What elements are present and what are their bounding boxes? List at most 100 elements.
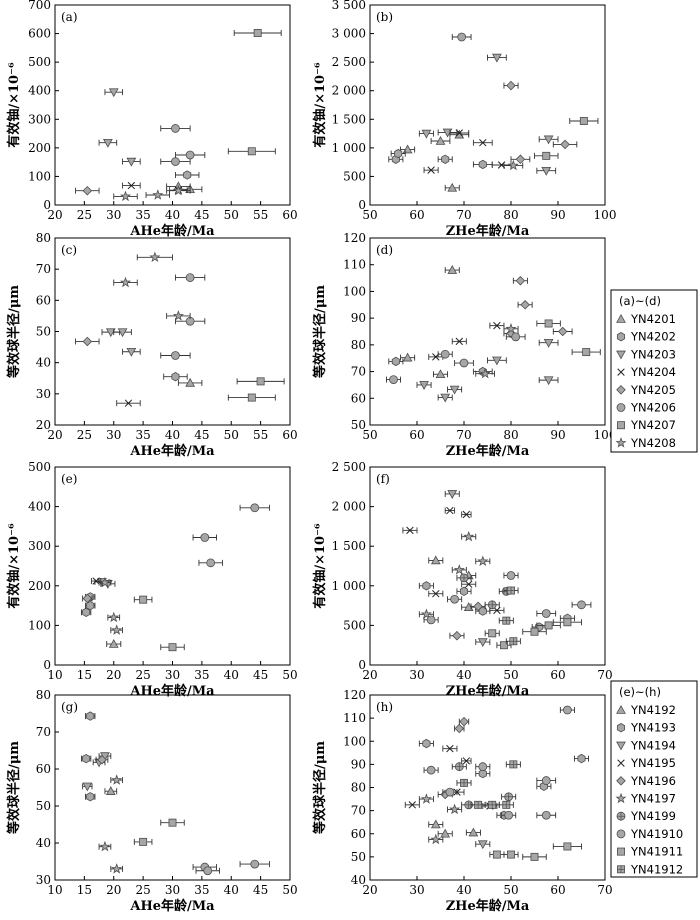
- y-tick-label: 2 500: [332, 55, 366, 69]
- legend-marker: [616, 385, 626, 395]
- y-axis-label: 等效球半径/μm: [6, 741, 22, 835]
- data-point: [503, 571, 519, 580]
- plot-frame: [54, 466, 291, 666]
- data-point: [160, 643, 185, 652]
- data-point: [454, 358, 474, 368]
- point-marker: [402, 352, 413, 362]
- data-point: [98, 576, 112, 588]
- data-point: [552, 139, 578, 150]
- point-marker: [172, 184, 184, 196]
- point-marker: [577, 753, 586, 764]
- x-tick-label: 60: [282, 428, 297, 442]
- x-tick-label: 35: [194, 883, 209, 897]
- data-point: [423, 615, 439, 625]
- legend-marker: [615, 792, 627, 804]
- data-point: [195, 866, 220, 876]
- panel-label: (c): [61, 243, 77, 257]
- point-marker: [206, 558, 216, 568]
- point-marker: [185, 273, 195, 282]
- y-tick-label: 100: [28, 618, 51, 632]
- y-tick-label: 300: [28, 539, 51, 553]
- point-marker: [111, 774, 123, 785]
- point-marker: [127, 181, 136, 190]
- point-marker: [479, 139, 487, 147]
- data-point: [536, 810, 557, 820]
- x-tick-label: 70: [597, 668, 612, 682]
- legend-label: YN4197: [630, 792, 676, 806]
- point-marker: [459, 358, 469, 368]
- data-point: [418, 129, 434, 139]
- data-point: [423, 166, 439, 174]
- data-point: [447, 385, 463, 395]
- y-tick-label: 90: [351, 757, 366, 771]
- x-tick-label: 100: [594, 208, 617, 222]
- y-tick-label: 50: [351, 418, 366, 432]
- point-marker: [530, 627, 539, 636]
- point-marker: [506, 80, 516, 91]
- point-marker: [117, 328, 128, 338]
- point-marker: [460, 778, 468, 787]
- x-axis-label: ZHe年龄/Ma: [446, 683, 530, 699]
- point-marker: [391, 356, 400, 367]
- data-point: [475, 768, 491, 779]
- x-tick-label: 90: [550, 428, 565, 442]
- data-point: [98, 840, 112, 852]
- x-tick-label: 10: [47, 883, 62, 897]
- x-tick-label: 50: [224, 208, 239, 222]
- data-point: [442, 744, 458, 753]
- point-marker: [544, 621, 553, 630]
- point-marker: [406, 526, 414, 535]
- point-marker: [543, 338, 554, 348]
- y-tick-label: 30: [36, 387, 51, 401]
- data-point: [104, 88, 124, 98]
- point-marker: [541, 609, 551, 618]
- x-tick-label: 25: [135, 883, 150, 897]
- point-marker: [124, 399, 133, 407]
- point-marker: [468, 827, 479, 837]
- x-axis-label: ZHe年龄/Ma: [446, 223, 530, 239]
- point-marker: [449, 385, 460, 395]
- point-marker: [455, 337, 464, 346]
- chart-panel-f: 20 30 40 50 60 70 0 500 1 000 1 500 2 000 2 500 ZHe年…: [312, 460, 613, 699]
- x-tick-label: 25: [77, 428, 92, 442]
- x-tick-label: 50: [282, 883, 297, 897]
- x-axis-label: AHe年龄/Ma: [129, 683, 215, 699]
- point-marker: [435, 135, 446, 145]
- legend-marker: [616, 403, 626, 412]
- data-point: [106, 638, 122, 648]
- panel-label: (g): [61, 700, 78, 714]
- y-tick-label: 70: [351, 804, 366, 818]
- data-point: [133, 595, 153, 604]
- point-marker: [422, 738, 431, 749]
- y-tick-label: 20: [36, 418, 51, 432]
- data-point: [451, 564, 467, 575]
- point-marker: [82, 336, 93, 347]
- point-marker: [462, 510, 471, 519]
- data-point: [166, 310, 191, 321]
- x-tick-label: 55: [253, 428, 268, 442]
- legend-marker: [616, 332, 626, 342]
- point-marker: [86, 792, 95, 802]
- panel-label: (h): [376, 700, 393, 714]
- point-marker: [168, 818, 177, 827]
- data-point: [174, 273, 206, 282]
- data-point: [444, 265, 460, 274]
- point-marker: [119, 276, 132, 288]
- x-tick-label: 20: [47, 208, 62, 222]
- x-tick-label: 50: [362, 428, 377, 442]
- data-point: [166, 184, 191, 196]
- point-marker: [462, 757, 471, 765]
- point-marker: [446, 744, 454, 753]
- y-tick-label: 80: [36, 688, 51, 702]
- point-marker: [86, 600, 95, 611]
- plot-frame: [369, 694, 606, 881]
- legend-label: YN4205: [630, 383, 676, 397]
- data-point: [465, 827, 481, 837]
- x-tick-label: 45: [194, 208, 209, 222]
- point-marker: [502, 616, 511, 625]
- data-point: [571, 348, 601, 357]
- data-point: [82, 593, 93, 604]
- point-marker: [507, 586, 515, 595]
- data-point: [491, 161, 512, 169]
